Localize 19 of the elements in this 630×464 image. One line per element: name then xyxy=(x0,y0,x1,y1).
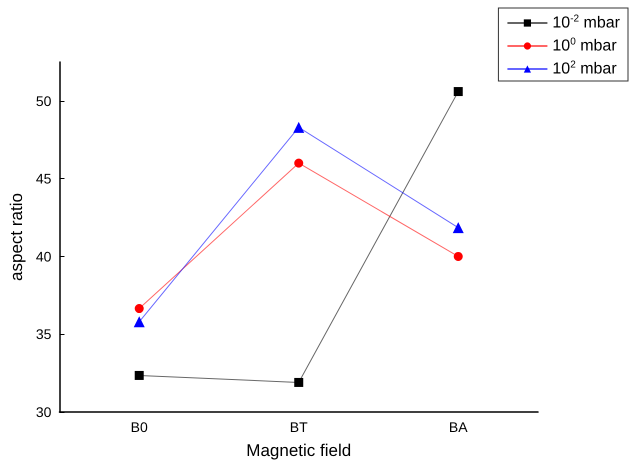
point xyxy=(134,370,144,380)
point xyxy=(293,122,304,133)
y-tick-label: 40 xyxy=(36,248,52,264)
point xyxy=(134,316,145,328)
y-tick-label: 30 xyxy=(36,404,52,420)
point xyxy=(294,378,304,387)
x-tick-label: B0 xyxy=(130,419,148,435)
point xyxy=(454,87,463,96)
y-tick-label: 45 xyxy=(36,170,52,187)
point xyxy=(452,222,464,234)
point xyxy=(134,304,144,314)
point xyxy=(454,252,463,261)
y-tick-label: 50 xyxy=(36,92,52,109)
y-tick-label: 35 xyxy=(36,326,52,342)
x-axis-title: Magnetic field xyxy=(246,441,352,460)
x-tick-label: BA xyxy=(448,419,468,435)
point xyxy=(294,158,304,168)
x-tick-label: BT xyxy=(290,419,308,435)
y-axis-title: aspect ratio xyxy=(7,193,26,281)
